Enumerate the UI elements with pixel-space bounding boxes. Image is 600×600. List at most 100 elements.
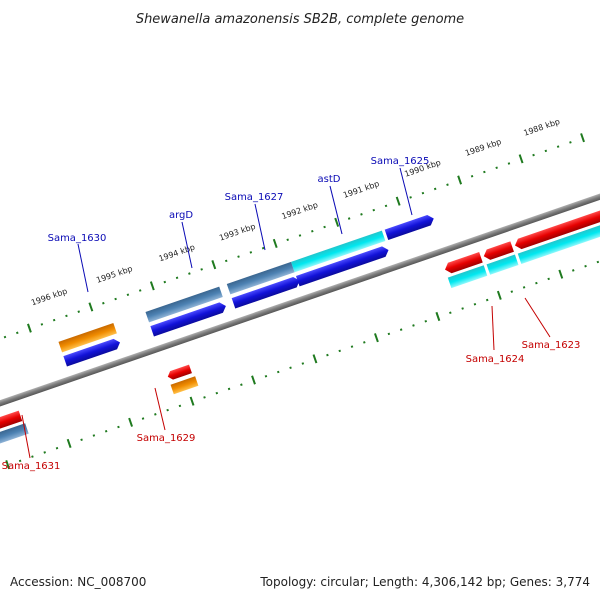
gene-feature-argD: [145, 286, 223, 323]
gene-feature-sama-1623: [517, 217, 600, 264]
scale-tick-minor: [387, 332, 391, 336]
scale-tick-minor: [114, 297, 117, 301]
leader-line-forward: [399, 167, 413, 216]
scale-tick-minor: [55, 446, 59, 450]
scale-tick-minor: [215, 391, 219, 395]
scale-tick-minor: [65, 314, 68, 318]
genome-backbone: [0, 160, 600, 440]
scale-tick-minor: [326, 353, 329, 357]
scale-tick-major: [312, 354, 318, 364]
scale-tick-major: [334, 217, 340, 227]
scale-label: 1995 kbp: [95, 264, 134, 285]
scale-tick-minor: [360, 213, 363, 216]
linear-map: 1996 kbp 1995 kbp 1994 kbp 1993 kbp 1992…: [0, 117, 600, 470]
scale-tick-minor: [237, 255, 240, 258]
scale-tick-minor: [323, 225, 326, 229]
scale-tick-minor: [43, 451, 46, 454]
scale-tick-minor: [522, 286, 526, 289]
leader-line-forward: [329, 185, 343, 235]
cds-arrow-sama-1625: [384, 214, 434, 240]
scale-tick-minor: [461, 307, 464, 310]
cds-arrow-astD: [295, 246, 389, 287]
gene-label-astD[interactable]: astD: [318, 174, 341, 185]
cds-arrow-sama-1631: [0, 410, 23, 439]
scale-tick-minor: [424, 319, 428, 323]
gene-labels: Sama_1630 argD Sama_1627 astD Sama_1625 …: [2, 156, 581, 472]
scale-tick-minor: [473, 303, 477, 306]
scale-tick-minor: [18, 459, 22, 463]
scale-tick-major: [374, 333, 379, 343]
scale-tick-minor: [596, 260, 600, 264]
scale-tick-minor: [532, 153, 535, 157]
scale-tick-minor: [240, 383, 243, 386]
scale-tick-minor: [80, 438, 83, 441]
scale-tick-minor: [338, 349, 341, 353]
scale-ticks-reverse: [5, 260, 600, 470]
scale-tick-minor: [544, 149, 548, 153]
gene-feature-astD: [291, 230, 386, 273]
leader-line-forward: [254, 203, 266, 251]
scale-ticks-forward: [3, 133, 585, 339]
leader-line-reverse: [524, 297, 551, 338]
scale-tick-minor: [409, 196, 412, 199]
scale-tick-minor: [188, 272, 191, 275]
scale-tick-minor: [102, 301, 105, 305]
leader-lines: [21, 167, 551, 459]
scale-tick-minor: [301, 362, 305, 365]
scale-label: 1991 kbp: [342, 179, 381, 200]
scale-tick-minor: [495, 166, 498, 170]
scale-tick-minor: [347, 217, 351, 220]
gene-feature-sama-1624: [447, 265, 488, 289]
scale-tick-major: [149, 281, 155, 291]
gene-label-sama-1630[interactable]: Sama_1630: [48, 233, 107, 244]
scale-tick-major: [128, 417, 134, 427]
scale-tick-major: [558, 269, 564, 279]
scale-tick-minor: [175, 276, 179, 280]
map-title: Shewanella amazonensis SB2B, complete ge…: [136, 12, 464, 27]
scale-tick-minor: [470, 174, 474, 178]
gene-label-sama-1624[interactable]: Sama_1624: [466, 354, 525, 365]
scale-tick-minor: [412, 324, 415, 327]
scale-tick-minor: [298, 234, 302, 237]
scale-tick-minor: [249, 251, 253, 254]
scale-tick-minor: [178, 404, 182, 408]
scale-tick-major: [580, 133, 585, 143]
scale-tick-minor: [584, 264, 587, 268]
scale-tick-minor: [449, 311, 452, 315]
scale-tick-minor: [350, 345, 354, 348]
gene-label-sama-1627[interactable]: Sama_1627: [225, 192, 284, 203]
reverse-cds: [0, 204, 600, 439]
scale-tick-major: [189, 396, 195, 406]
gene-feature-sama-1630: [58, 323, 117, 353]
scale-tick-minor: [421, 191, 425, 195]
scale-tick-minor: [363, 341, 366, 344]
cds-arrow-sama-1623: [514, 204, 600, 250]
scale-tick-minor: [126, 293, 130, 297]
scale-tick-minor: [433, 187, 437, 191]
cds-arrow-sama-1623a: [483, 241, 514, 260]
scale-label: 1989 kbp: [464, 137, 503, 158]
cds-arrow-sama-1627: [231, 276, 300, 309]
scale-tick-minor: [261, 246, 265, 250]
gene-label-sama-1631[interactable]: Sama_1631: [2, 461, 61, 472]
scale-tick-minor: [547, 277, 550, 281]
cds-arrow-sama-1629: [167, 364, 192, 380]
scale-tick-major: [272, 238, 278, 249]
gene-label-sama-1625[interactable]: Sama_1625: [371, 156, 430, 167]
scale-tick-major: [211, 260, 217, 270]
gene-label-argD[interactable]: argD: [169, 210, 193, 221]
cds-arrow-sama-1624: [445, 252, 483, 274]
scale-tick-minor: [154, 413, 157, 416]
gene-label-sama-1629[interactable]: Sama_1629: [137, 433, 196, 444]
reverse-genes: [0, 217, 600, 454]
gene-label-sama-1623[interactable]: Sama_1623: [522, 340, 581, 351]
leader-line-reverse: [491, 305, 495, 351]
scale-tick-minor: [92, 434, 96, 437]
scale-tick-minor: [556, 145, 560, 148]
gene-feature-sama-1631: [0, 423, 29, 454]
scale-tick-minor: [117, 425, 120, 429]
scale-tick-major: [66, 438, 72, 449]
scale-label: 1992 kbp: [280, 200, 319, 221]
scale-tick-minor: [399, 328, 403, 331]
